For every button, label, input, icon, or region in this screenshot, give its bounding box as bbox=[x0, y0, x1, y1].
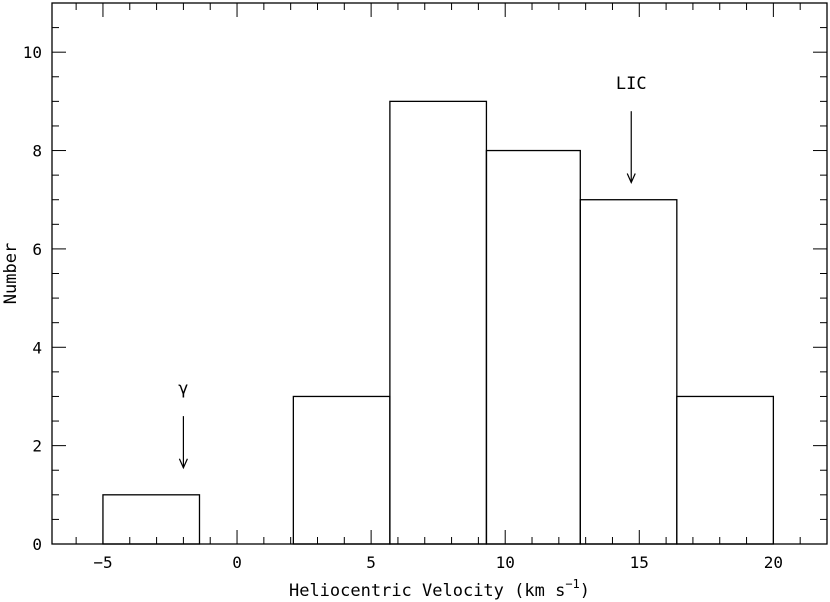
x-tick-label: 0 bbox=[232, 553, 242, 572]
x-tick-label: 15 bbox=[630, 553, 649, 572]
y-tick-label: 4 bbox=[32, 338, 42, 357]
y-tick-label: 10 bbox=[23, 43, 42, 62]
y-tick-label: 0 bbox=[32, 535, 42, 554]
annotation-label-0: γ bbox=[178, 379, 188, 399]
x-tick-label: 20 bbox=[764, 553, 783, 572]
x-tick-label: −5 bbox=[93, 553, 112, 572]
y-tick-label: 8 bbox=[32, 142, 42, 161]
annotation-arrow-head-0 bbox=[178, 458, 188, 470]
y-tick-label: 2 bbox=[32, 437, 42, 456]
histogram-bar-3 bbox=[389, 100, 488, 545]
x-axis-title: Heliocentric Velocity (km s−1) bbox=[289, 577, 590, 601]
annotation-arrow-head-1 bbox=[626, 173, 636, 184]
y-tick-label: 6 bbox=[32, 240, 42, 259]
histogram-bar-5 bbox=[579, 199, 678, 545]
histogram-bar-0 bbox=[102, 494, 201, 545]
histogram-bar-6 bbox=[676, 395, 775, 545]
x-tick-label: 5 bbox=[366, 553, 376, 572]
annotation-label-1: LIC bbox=[616, 74, 647, 94]
y-axis-title: Number bbox=[1, 243, 21, 304]
histogram-bar-4 bbox=[485, 149, 581, 545]
histogram-bar-2 bbox=[292, 395, 391, 545]
x-tick-label: 10 bbox=[496, 553, 515, 572]
plot-frame bbox=[51, 2, 828, 545]
